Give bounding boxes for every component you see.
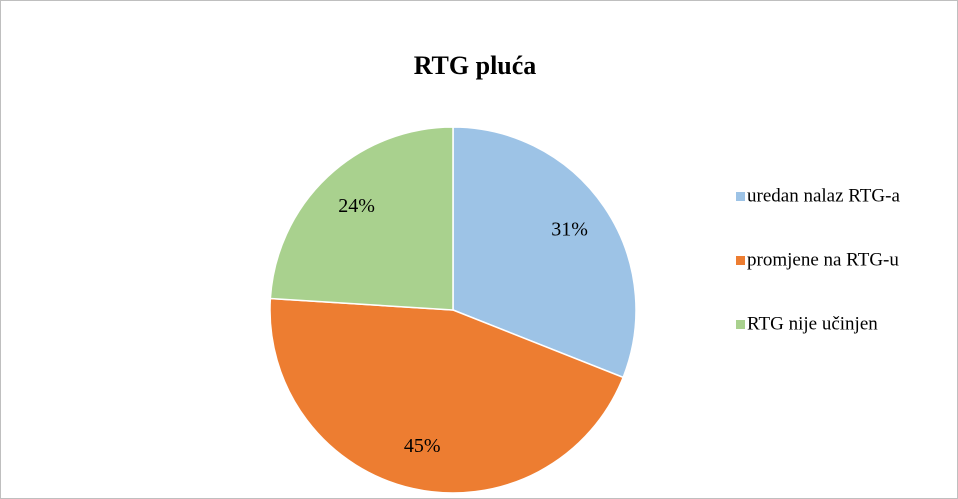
pie-slice <box>269 126 454 311</box>
legend-swatch <box>736 320 745 329</box>
pie-slice <box>269 297 625 494</box>
legend-swatch <box>736 192 745 201</box>
legend-swatch <box>736 256 745 265</box>
legend-label: uredan nalaz RTG-a <box>747 185 900 206</box>
chart-title: RTG pluća <box>414 51 537 80</box>
pie-slice <box>452 126 637 379</box>
legend-label: promjene na RTG-u <box>747 249 899 270</box>
data-label: 45% <box>404 435 441 457</box>
data-label: 24% <box>338 195 375 217</box>
legend-label: RTG nije učinjen <box>747 313 878 334</box>
data-label: 31% <box>551 218 588 240</box>
